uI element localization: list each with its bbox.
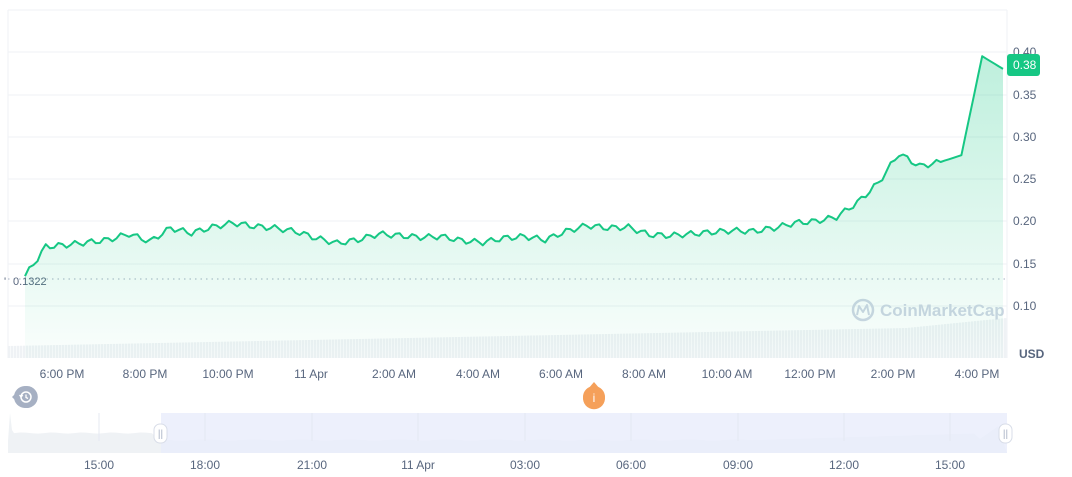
y-tick: 0.10 [1013, 299, 1037, 313]
history-icon [19, 391, 32, 403]
x-tick: 6:00 PM [40, 367, 85, 381]
navigator-grid [98, 413, 951, 441]
currency-label: USD [1019, 347, 1045, 361]
navigator-tick: 03:00 [510, 458, 540, 472]
x-tick: 11 Apr [294, 367, 328, 381]
range-navigator[interactable]: || || [8, 413, 1013, 453]
event-info-marker[interactable]: i [583, 382, 605, 410]
current-price-badge: 0.38 [1007, 54, 1040, 76]
current-price-value: 0.38 [1013, 58, 1037, 72]
x-tick: 8:00 PM [123, 367, 168, 381]
navigator-left-handle[interactable]: || [153, 423, 168, 444]
left-handle-grip-icon: || [158, 429, 163, 440]
y-tick: 0.35 [1013, 88, 1037, 102]
x-tick: 2:00 AM [372, 367, 416, 381]
x-tick: 8:00 AM [622, 367, 666, 381]
x-tick: 4:00 AM [456, 367, 500, 381]
x-tick: 2:00 PM [871, 367, 916, 381]
reference-line-arrow: ' [4, 276, 6, 288]
navigator-right-handle[interactable]: || [998, 423, 1013, 444]
price-line[interactable] [24, 55, 1004, 277]
y-tick: 0.20 [1013, 214, 1037, 228]
navigator-tick: 06:00 [616, 458, 646, 472]
history-marker[interactable] [12, 386, 38, 408]
navigator-axis: 15:00 18:00 21:00 11 Apr 03:00 06:00 09:… [84, 458, 965, 472]
x-tick: 10:00 PM [202, 367, 253, 381]
y-tick: 0.30 [1013, 130, 1037, 144]
navigator-tick: 09:00 [723, 458, 753, 472]
navigator-tick: 12:00 [829, 458, 859, 472]
navigator-tick: 18:00 [190, 458, 220, 472]
y-tick: 0.25 [1013, 172, 1037, 186]
x-tick: 4:00 PM [955, 367, 1000, 381]
navigator-selected-range[interactable] [161, 413, 1007, 453]
y-tick: 0.15 [1013, 257, 1037, 271]
x-tick: 6:00 AM [539, 367, 583, 381]
x-axis: 6:00 PM 8:00 PM 10:00 PM 11 Apr 2:00 AM … [40, 367, 1000, 381]
right-handle-grip-icon: || [1003, 429, 1008, 440]
x-tick: 12:00 PM [784, 367, 835, 381]
navigator-tick: 15:00 [935, 458, 965, 472]
info-icon: i [593, 391, 596, 405]
price-area-fill [25, 56, 1003, 358]
navigator-tick: 21:00 [297, 458, 327, 472]
navigator-tick: 11 Apr [401, 458, 435, 472]
navigator-tick: 15:00 [84, 458, 114, 472]
x-tick: 10:00 AM [702, 367, 753, 381]
y-axis: 0.40 0.35 0.30 0.25 0.20 0.15 0.10 USD [1013, 45, 1045, 361]
